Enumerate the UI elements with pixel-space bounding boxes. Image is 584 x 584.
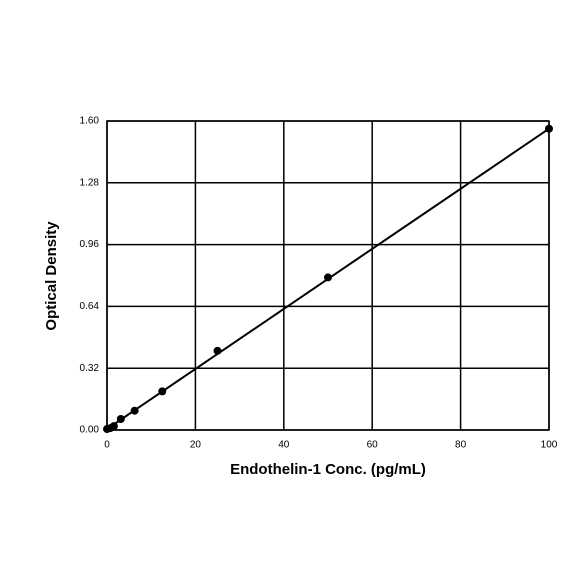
plot-frame bbox=[106, 120, 550, 431]
data-point bbox=[213, 346, 222, 355]
y-axis-label: Optical Density bbox=[43, 221, 60, 331]
x-axis-label: Endothelin-1 Conc. (pg/mL) bbox=[230, 461, 426, 478]
x-tick-label: 60 bbox=[367, 440, 379, 451]
data-point bbox=[324, 273, 332, 282]
x-tick-label: 20 bbox=[190, 440, 202, 451]
x-tick-label: 0 bbox=[104, 440, 110, 451]
x-tick-label: 80 bbox=[455, 440, 467, 451]
data-point bbox=[158, 387, 167, 396]
x-tick-label: 40 bbox=[278, 440, 290, 451]
y-tick-label: 0.96 bbox=[80, 239, 100, 250]
data-point bbox=[109, 422, 118, 431]
y-tick-label: 0.64 bbox=[80, 301, 100, 312]
data-point bbox=[545, 124, 553, 133]
x-tick-label: 100 bbox=[541, 440, 558, 451]
y-tick-label: 0.32 bbox=[80, 363, 100, 374]
y-tick-label: 1.28 bbox=[80, 177, 100, 188]
data-point bbox=[130, 406, 139, 415]
y-tick-label: 1.60 bbox=[80, 116, 100, 127]
y-tick-label: 0.00 bbox=[80, 425, 100, 436]
data-point bbox=[116, 414, 125, 423]
